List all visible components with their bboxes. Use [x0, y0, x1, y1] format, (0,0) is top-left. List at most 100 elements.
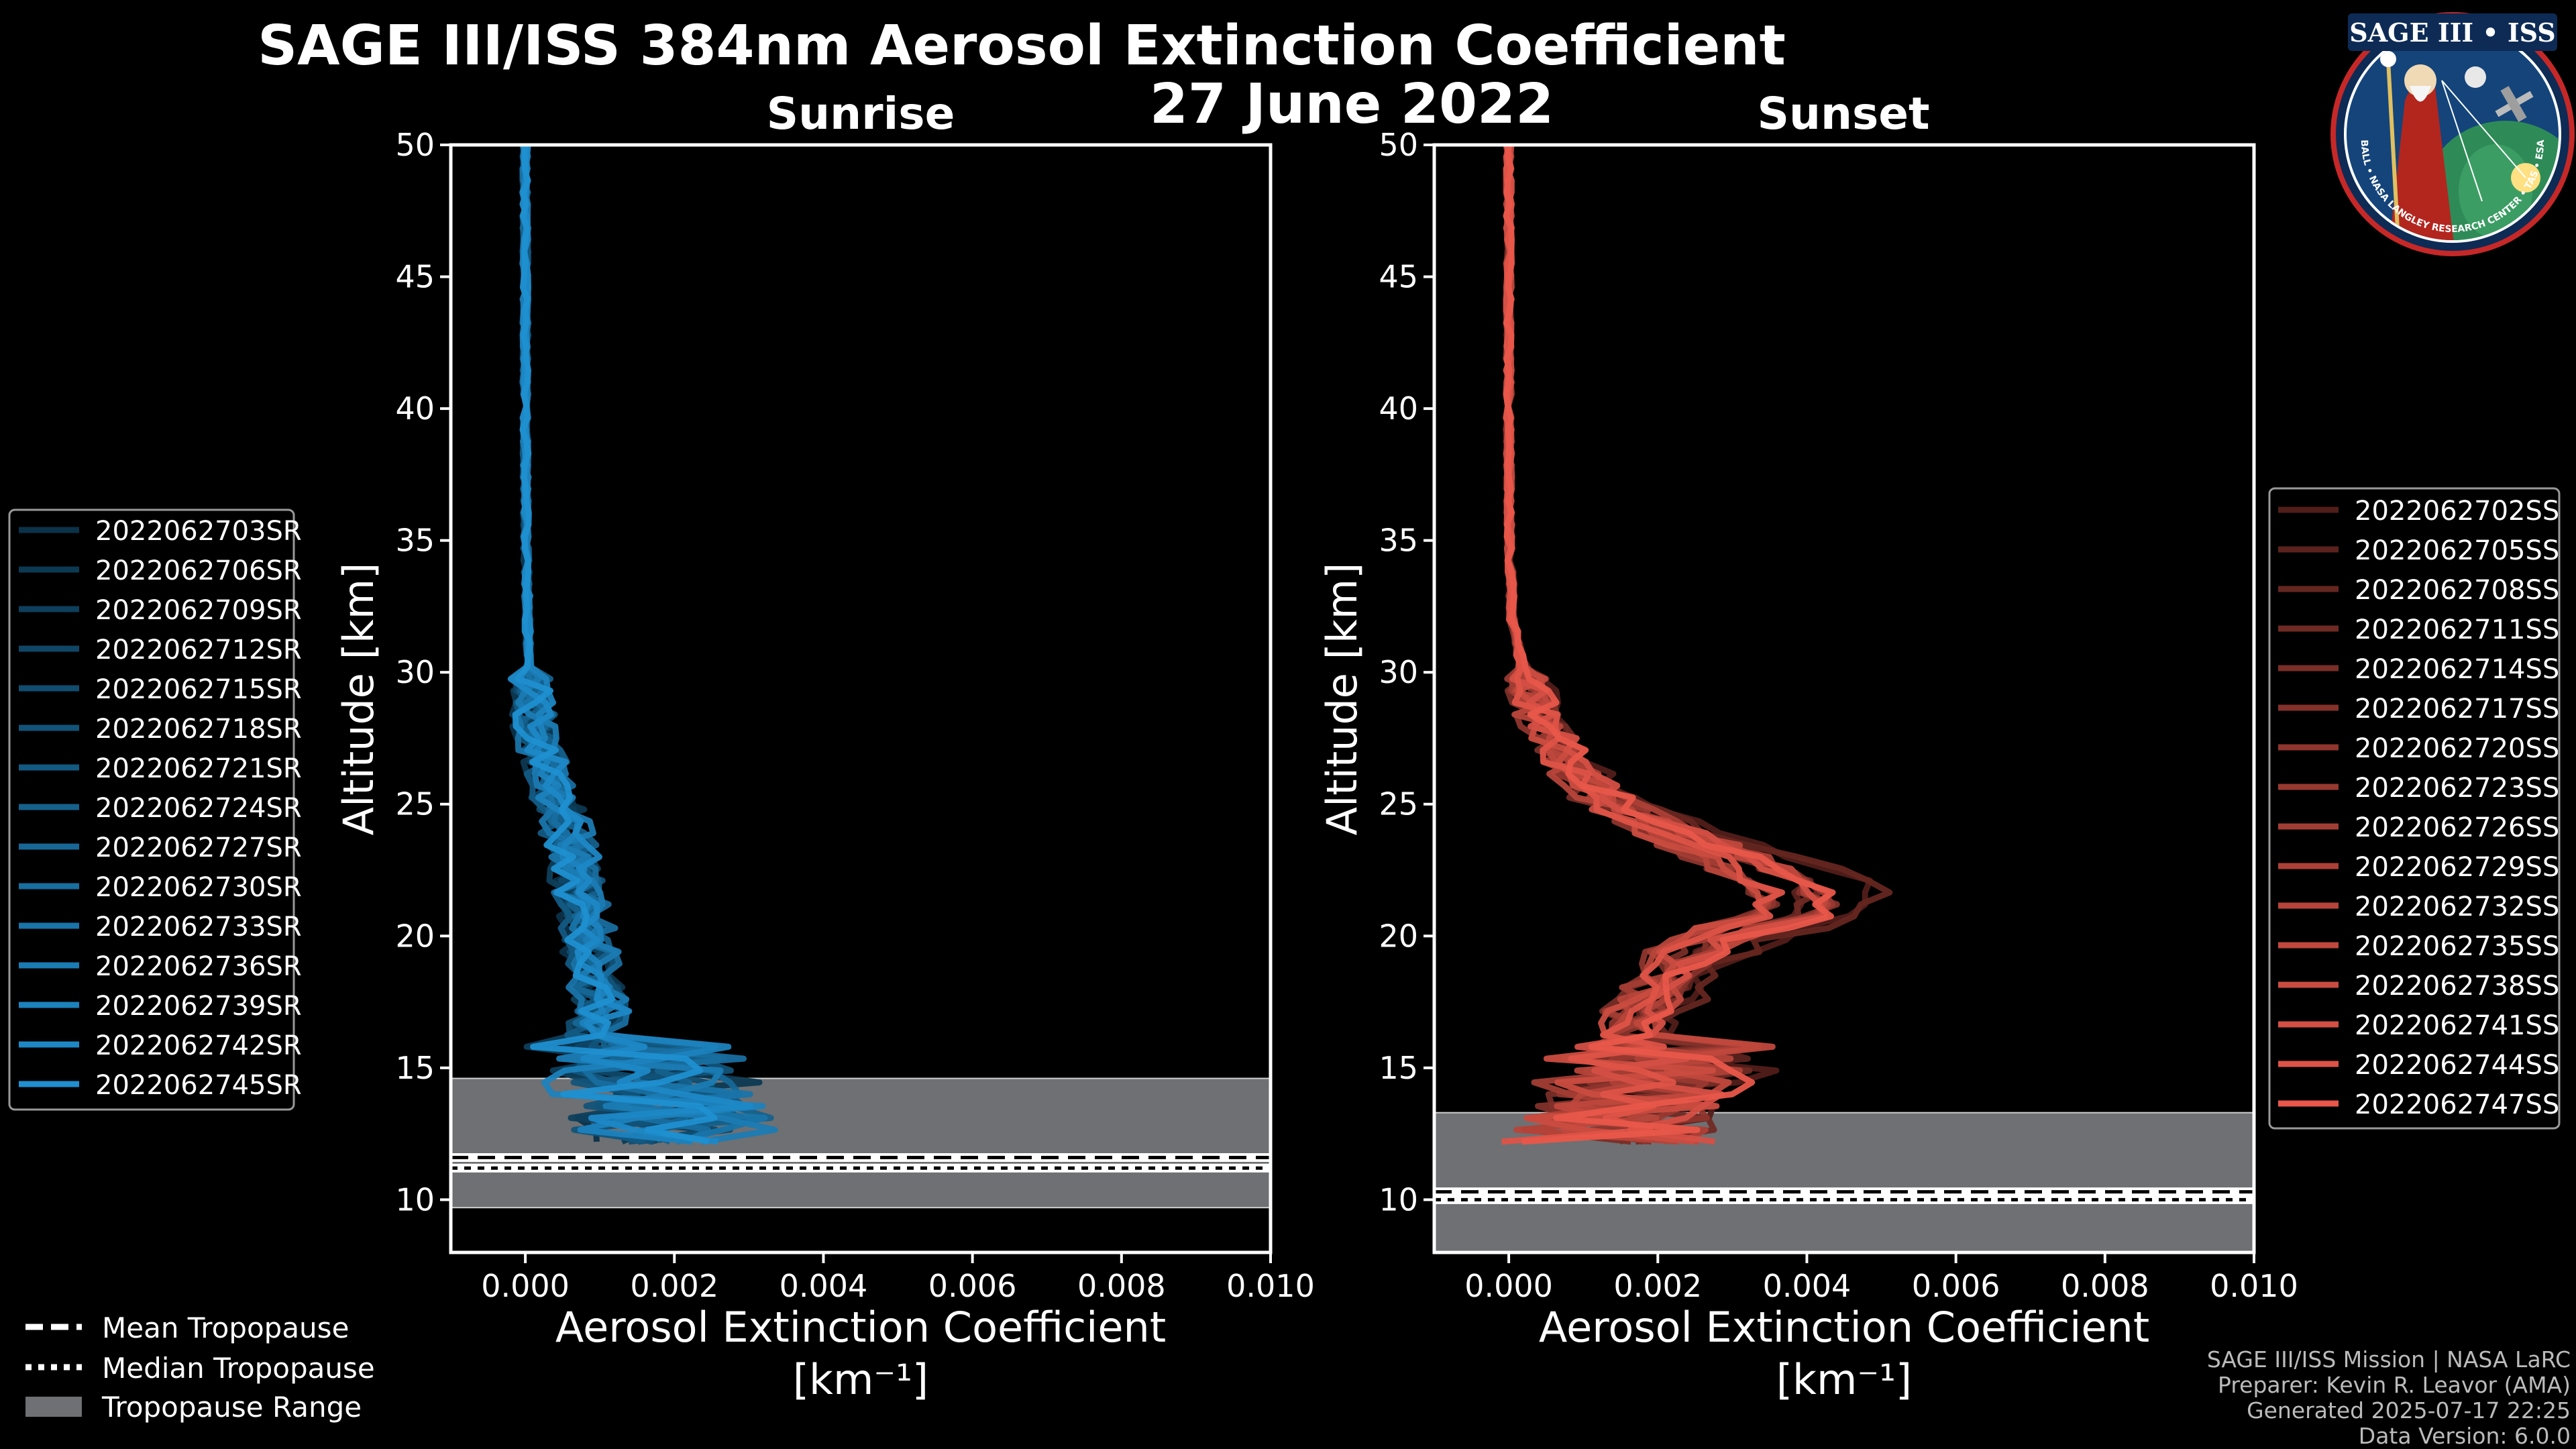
sunset-x-axis-units: [km⁻¹] [1776, 1355, 1912, 1404]
mean-tropopause-legend-label: Mean Tropopause [102, 1311, 349, 1344]
legend-label-2022062733SR: 2022062733SR [95, 912, 302, 943]
profile-line-2022062747SS [1503, 145, 1836, 1145]
legend-label-2022062723SS: 2022062723SS [2355, 773, 2559, 804]
tropopause-range-legend-label: Tropopause Range [101, 1391, 362, 1424]
credits: SAGE III/ISS Mission | NASA LaRC Prepare… [2207, 1346, 2571, 1449]
sunrise-panel: 0.000 0.002 0.004 0.006 0.008 0.010 10 15 20 25 3… [334, 127, 1315, 1404]
y-tick-label: 35 [1379, 523, 1418, 559]
x-tick-label: 0.002 [1613, 1268, 1702, 1304]
logo-figure-robe [2388, 83, 2455, 240]
legend-label-2022062711SS: 2022062711SS [2355, 614, 2559, 645]
legend-label-2022062736SR: 2022062736SR [95, 951, 302, 982]
legend-label-2022062732SS: 2022062732SS [2355, 892, 2559, 922]
legend-label-2022062709SR: 2022062709SR [95, 595, 302, 626]
y-tick-label: 45 [395, 259, 435, 295]
sunrise-tropopause-range [450, 1077, 1271, 1209]
sunset-panel-title: Sunset [1757, 88, 1929, 140]
legend-label-2022062729SS: 2022062729SS [2355, 852, 2559, 883]
sunset-plot-frame [1432, 143, 2256, 1254]
figure-date: 27 June 2022 [1150, 72, 1554, 136]
x-tick-label: 0.010 [1226, 1268, 1315, 1304]
sunset-panel: 0.000 0.002 0.004 0.006 0.008 0.010 10 15 20 25 3… [1318, 127, 2298, 1404]
legend-label-2022062715SR: 2022062715SR [95, 674, 302, 705]
y-tick-label: 20 [1379, 918, 1418, 954]
sunrise-profile-lines [507, 145, 778, 1145]
y-tick-label: 20 [395, 918, 435, 954]
sunrise-y-ticks: 10 15 20 25 30 35 40 45 50 [395, 127, 451, 1218]
sunset-x-ticks: 0.000 0.002 0.004 0.006 0.008 0.010 [1464, 1252, 2298, 1304]
legend-label-2022062706SR: 2022062706SR [95, 555, 302, 586]
sunrise-x-axis-units: [km⁻¹] [793, 1355, 928, 1404]
median-tropopause-legend-label: Median Tropopause [102, 1352, 375, 1385]
x-tick-label: 0.006 [1912, 1268, 2000, 1304]
y-tick-label: 15 [1379, 1050, 1418, 1086]
sunrise-panel-title: Sunrise [767, 88, 955, 140]
x-tick-label: 0.000 [1464, 1268, 1553, 1304]
y-tick-label: 10 [1379, 1181, 1418, 1218]
y-tick-label: 45 [1379, 259, 1418, 295]
legend-label-2022062726SS: 2022062726SS [2355, 812, 2559, 843]
y-tick-label: 30 [1379, 654, 1418, 690]
sunset-y-ticks: 10 15 20 25 30 35 40 45 50 [1379, 127, 1434, 1218]
y-tick-label: 40 [1379, 390, 1418, 427]
legend-label-2022062712SR: 2022062712SR [95, 635, 302, 665]
y-tick-label: 35 [395, 523, 435, 559]
sunrise-plot-frame [449, 143, 1273, 1254]
legend-label-2022062703SR: 2022062703SR [95, 516, 302, 547]
legend-label-2022062744SS: 2022062744SS [2355, 1050, 2559, 1081]
y-tick-label: 15 [395, 1050, 435, 1086]
tropopause-range-legend-swatch [25, 1397, 82, 1417]
tropopause-legend: Mean Tropopause Median Tropopause Tropop… [25, 1311, 375, 1424]
sunset-legend: 2022062702SS 2022062705SS 2022062708SS 2022… [2268, 487, 2561, 1130]
logo-moon [2465, 66, 2486, 88]
credit-mission: SAGE III/ISS Mission | NASA LaRC [2207, 1346, 2571, 1373]
credit-preparer: Preparer: Kevin R. Leavor (AMA) [2218, 1372, 2571, 1398]
legend-label-2022062742SR: 2022062742SR [95, 1030, 302, 1061]
sunrise-legend-box [8, 508, 295, 1111]
x-tick-label: 0.000 [481, 1268, 570, 1304]
legend-label-2022062735SS: 2022062735SS [2355, 931, 2559, 962]
y-tick-label: 30 [395, 654, 435, 690]
legend-label-2022062718SR: 2022062718SR [95, 714, 302, 745]
sunset-legend-box [2268, 487, 2561, 1130]
logo-title: SAGE III • ISS [2349, 17, 2555, 48]
y-tick-label: 25 [1379, 786, 1418, 822]
y-tick-label: 50 [395, 127, 435, 163]
credit-data-version: Data Version: 6.0.0 [2359, 1423, 2571, 1449]
legend-label-2022062705SS: 2022062705SS [2355, 535, 2559, 566]
legend-label-2022062708SS: 2022062708SS [2355, 575, 2559, 606]
x-tick-label: 0.008 [2061, 1268, 2149, 1304]
sunrise-x-axis-label: Aerosol Extinction Coefficient [555, 1303, 1166, 1352]
sunrise-y-axis-label: Altitude [km] [334, 563, 383, 836]
legend-label-2022062702SS: 2022062702SS [2355, 496, 2559, 527]
legend-label-2022062724SR: 2022062724SR [95, 793, 302, 824]
y-tick-label: 25 [395, 786, 435, 822]
legend-label-2022062738SS: 2022062738SS [2355, 971, 2559, 1002]
legend-label-2022062730SR: 2022062730SR [95, 872, 302, 903]
x-tick-label: 0.004 [780, 1268, 868, 1304]
x-tick-label: 0.006 [928, 1268, 1017, 1304]
sunset-x-axis-label: Aerosol Extinction Coefficient [1539, 1303, 2149, 1352]
legend-label-2022062717SS: 2022062717SS [2355, 694, 2559, 724]
sunset-profile-lines [1501, 145, 1893, 1145]
y-tick-label: 10 [395, 1181, 435, 1218]
sunrise-x-ticks: 0.000 0.002 0.004 0.006 0.008 0.010 [481, 1252, 1315, 1304]
legend-label-2022062721SR: 2022062721SR [95, 753, 302, 784]
x-tick-label: 0.008 [1077, 1268, 1166, 1304]
figure-title: SAGE III/ISS 384nm Aerosol Extinction Co… [258, 14, 1786, 78]
legend-label-2022062739SR: 2022062739SR [95, 991, 302, 1022]
legend-label-2022062745SR: 2022062745SR [95, 1070, 302, 1101]
y-tick-label: 40 [395, 390, 435, 427]
legend-label-2022062714SS: 2022062714SS [2355, 654, 2559, 685]
credit-generated: Generated 2025-07-17 22:25 [2247, 1397, 2571, 1424]
legend-label-2022062727SR: 2022062727SR [95, 833, 302, 863]
sunrise-legend: 2022062703SR 2022062706SR 2022062709SR 2022… [8, 508, 302, 1111]
legend-label-2022062747SS: 2022062747SS [2355, 1089, 2559, 1120]
x-tick-label: 0.010 [2210, 1268, 2298, 1304]
x-tick-label: 0.004 [1763, 1268, 1851, 1304]
logo-staff [2386, 60, 2400, 240]
legend-label-2022062720SS: 2022062720SS [2355, 733, 2559, 764]
legend-label-2022062741SS: 2022062741SS [2355, 1010, 2559, 1041]
y-tick-label: 50 [1379, 127, 1418, 163]
profile-line-2022062745SR [512, 145, 718, 1145]
